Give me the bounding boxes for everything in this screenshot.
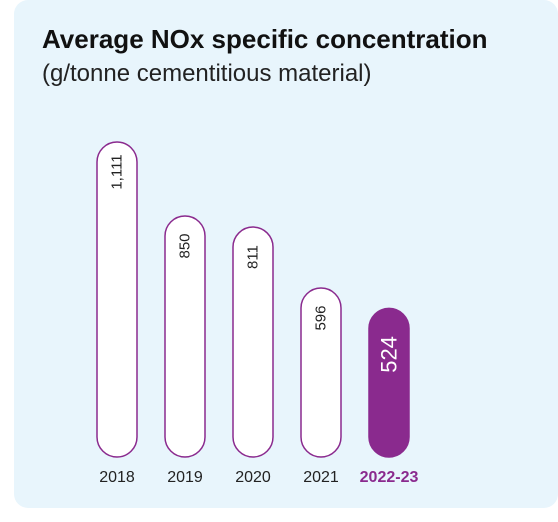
bar-2022-23 bbox=[368, 307, 410, 458]
value-label-2018: 1,111 bbox=[109, 154, 126, 189]
value-label-2021: 596 bbox=[313, 306, 330, 331]
value-label-2022-23: 524 bbox=[377, 336, 402, 373]
bar-2018 bbox=[96, 141, 138, 458]
category-label-2018: 2018 bbox=[99, 469, 135, 486]
bar-2021 bbox=[300, 287, 342, 458]
category-label-2021: 2021 bbox=[303, 469, 339, 486]
bar-2020 bbox=[232, 226, 274, 458]
bar-2019 bbox=[164, 215, 206, 458]
chart-title: Average NOx specific concentration bbox=[42, 24, 488, 54]
chart-subtitle: (g/tonne cementitious material) bbox=[42, 60, 372, 87]
value-label-2020: 811 bbox=[245, 245, 262, 269]
category-label-2022-23: 2022-23 bbox=[360, 469, 419, 486]
value-label-2019: 850 bbox=[177, 233, 194, 258]
category-label-2019: 2019 bbox=[167, 469, 203, 486]
category-label-2020: 2020 bbox=[235, 469, 271, 486]
